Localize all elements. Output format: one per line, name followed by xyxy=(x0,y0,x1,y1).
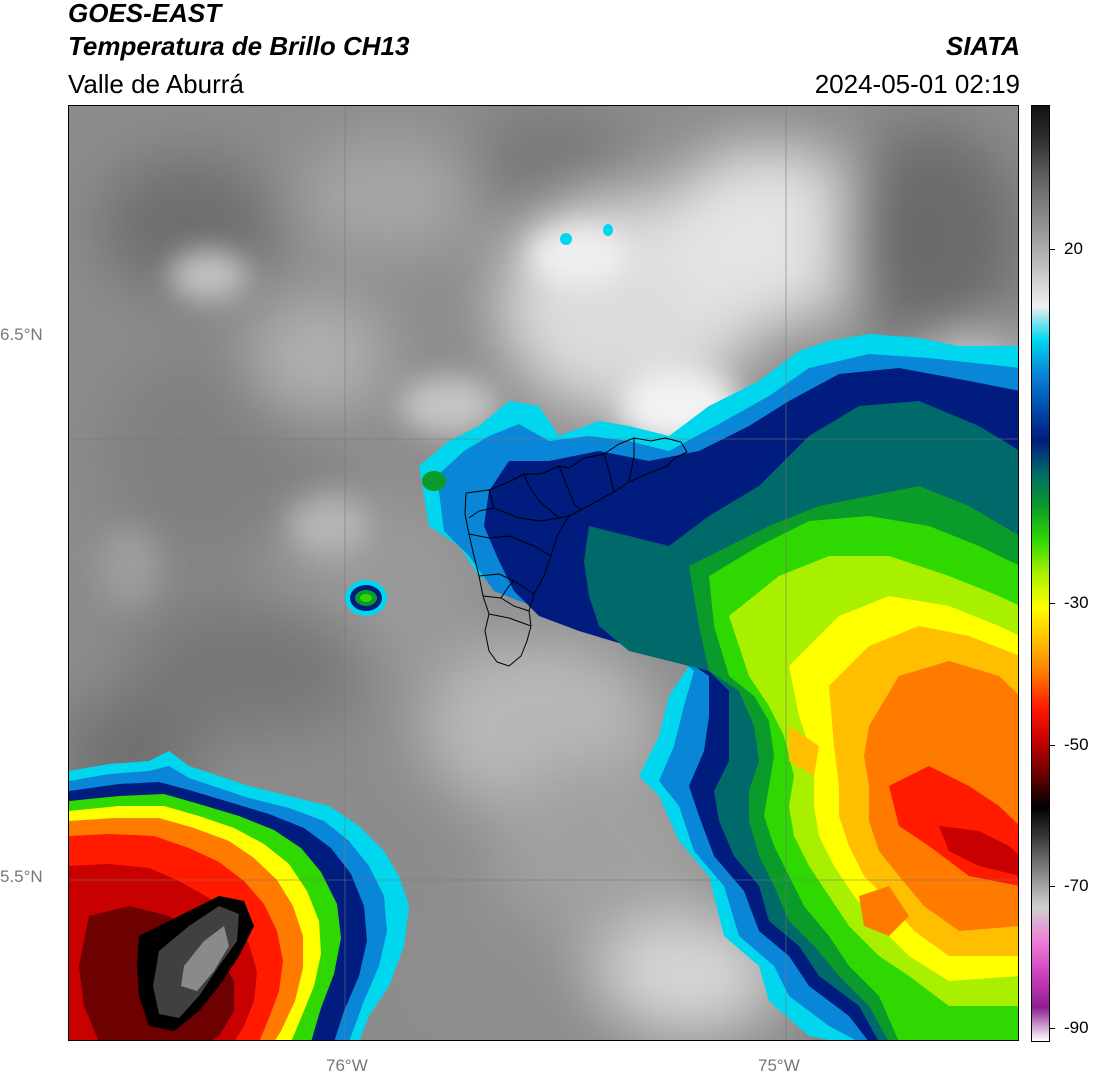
lat-tick-label: 6.5°N xyxy=(0,325,43,344)
colorbar-tick-label: 20 xyxy=(1064,239,1083,258)
eastern-storm-system xyxy=(419,334,1018,1040)
isolated-cells xyxy=(345,224,613,616)
southwestern-storm-system xyxy=(69,751,409,1040)
colorbar xyxy=(1031,105,1050,1042)
colorbar-tick-label: -70 xyxy=(1064,876,1089,895)
municipal-boundaries xyxy=(464,437,688,667)
colorbar-tick xyxy=(1050,249,1055,250)
lon-tick-label: 75°W xyxy=(758,1056,800,1075)
satellite-map[interactable] xyxy=(68,105,1019,1041)
product-title: Temperatura de Brillo CH13 xyxy=(68,31,410,61)
brightness-temperature-field xyxy=(69,106,1018,1040)
graticule xyxy=(69,106,1018,1040)
lat-tick-label: 5.5°N xyxy=(0,867,43,886)
colorbar-tick-label: -50 xyxy=(1064,735,1089,754)
colorbar-tick xyxy=(1050,886,1055,887)
colorbar-tick-label: -30 xyxy=(1064,593,1089,612)
colorbar-tick-label: -90 xyxy=(1064,1018,1089,1037)
datetime-label: 2024-05-01 02:19 xyxy=(814,69,1020,99)
colorbar-tick xyxy=(1050,1028,1055,1029)
region-label: Valle de Aburrá xyxy=(68,69,244,99)
colorbar-tick xyxy=(1050,603,1055,604)
satellite-title: GOES-EAST xyxy=(68,0,222,28)
colorbar-tick xyxy=(1050,745,1055,746)
agency-label: SIATA xyxy=(945,31,1020,61)
lon-tick-label: 76°W xyxy=(326,1056,368,1075)
